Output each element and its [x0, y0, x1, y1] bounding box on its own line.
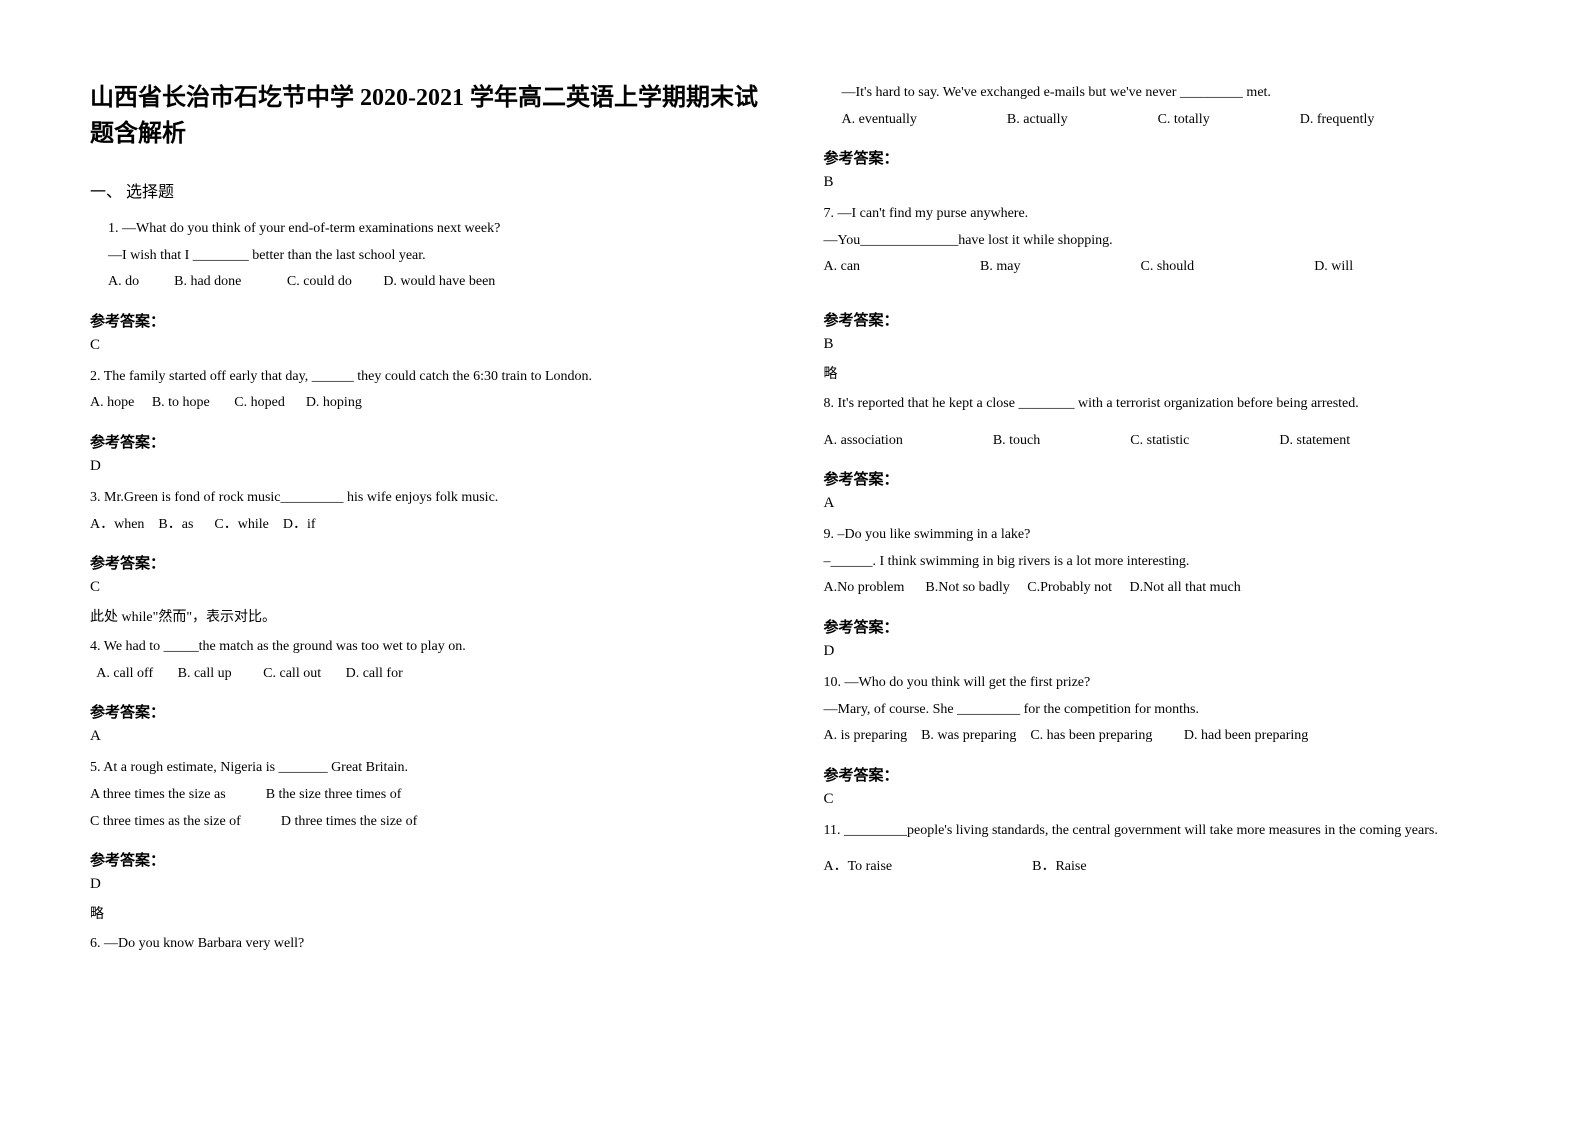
q3-answer-label: 参考答案：: [90, 552, 764, 573]
q3-answer: C: [90, 579, 764, 596]
q4-answer-label: 参考答案：: [90, 701, 764, 722]
q9-options: A.No problem B.Not so badly C.Probably n…: [824, 575, 1498, 602]
q2-text: 2. The family started off early that day…: [90, 364, 764, 391]
q3-options: A．when B．as C．while D．if: [90, 512, 764, 539]
q6b-optC: C. totally: [1158, 107, 1210, 134]
question-6b: —It's hard to say. We've exchanged e-mai…: [824, 80, 1498, 133]
question-9: 9. –Do you like swimming in a lake? –___…: [824, 522, 1498, 602]
q7-answer: B: [824, 336, 1498, 353]
q7-answer-label: 参考答案：: [824, 309, 1498, 330]
q11-options: A．To raise B．Raise: [824, 854, 1498, 881]
right-column: —It's hard to say. We've exchanged e-mai…: [824, 80, 1498, 1082]
q5-optB: B the size three times of: [266, 782, 402, 809]
q7-optB: B. may: [980, 254, 1020, 281]
q10-line2: —Mary, of course. She _________ for the …: [824, 697, 1498, 724]
q8-answer: A: [824, 495, 1498, 512]
q5-optC: C three times as the size of: [90, 809, 241, 836]
q11-optA: A．To raise: [824, 854, 893, 881]
left-column: 山西省长治市石圪节中学 2020-2021 学年高二英语上学期期末试题含解析 一…: [90, 80, 764, 1082]
q4-text: 4. We had to _____the match as the groun…: [90, 634, 764, 661]
q1-options: A. do B. had done C. could do D. would h…: [90, 269, 764, 296]
q8-optD: D. statement: [1279, 428, 1350, 455]
q10-answer-label: 参考答案：: [824, 764, 1498, 785]
q4-options: A. call off B. call up C. call out D. ca…: [90, 661, 764, 688]
q6b-optD: D. frequently: [1300, 107, 1375, 134]
q3-note: 此处 while"然而"，表示对比。: [90, 606, 764, 626]
q7-options: A. can B. may C. should D. will: [824, 254, 1498, 281]
q7-line2: —You______________have lost it while sho…: [824, 228, 1498, 255]
q1-answer-label: 参考答案：: [90, 310, 764, 331]
q5-optA: A three times the size as: [90, 782, 226, 809]
q10-line1: 10. —Who do you think will get the first…: [824, 670, 1498, 697]
q7-note: 略: [824, 363, 1498, 383]
q10-answer: C: [824, 791, 1498, 808]
q7-optA: A. can: [824, 254, 861, 281]
q6b-optB: B. actually: [1007, 107, 1068, 134]
q8-options: A. association B. touch C. statistic D. …: [824, 428, 1498, 455]
question-6: 6. —Do you know Barbara very well?: [90, 931, 764, 958]
q11-optB: B．Raise: [1032, 854, 1086, 881]
q9-line1: 9. –Do you like swimming in a lake?: [824, 522, 1498, 549]
q8-optB: B. touch: [993, 428, 1040, 455]
q4-answer: A: [90, 728, 764, 745]
question-1: 1. —What do you think of your end-of-ter…: [90, 216, 764, 296]
q11-text: 11. _________people's living standards, …: [824, 818, 1498, 845]
q10-options: A. is preparing B. was preparing C. has …: [824, 723, 1498, 750]
q6b-answer-label: 参考答案：: [824, 147, 1498, 168]
q1-line1: 1. —What do you think of your end-of-ter…: [90, 216, 764, 243]
q9-answer-label: 参考答案：: [824, 616, 1498, 637]
q3-text: 3. Mr.Green is fond of rock music_______…: [90, 485, 764, 512]
question-2: 2. The family started off early that day…: [90, 364, 764, 417]
q7-line1: 7. —I can't find my purse anywhere.: [824, 201, 1498, 228]
q5-answer-label: 参考答案：: [90, 849, 764, 870]
question-8: 8. It's reported that he kept a close __…: [824, 391, 1498, 454]
q2-options: A. hope B. to hope C. hoped D. hoping: [90, 390, 764, 417]
q9-answer: D: [824, 643, 1498, 660]
q6b-line: —It's hard to say. We've exchanged e-mai…: [824, 80, 1498, 107]
q7-optD: D. will: [1314, 254, 1353, 281]
q8-optC: C. statistic: [1130, 428, 1189, 455]
q2-answer: D: [90, 458, 764, 475]
q5-answer: D: [90, 876, 764, 893]
q6-text: 6. —Do you know Barbara very well?: [90, 931, 764, 958]
q1-line2: —I wish that I ________ better than the …: [90, 243, 764, 270]
q5-optD: D three times the size of: [281, 809, 417, 836]
page-title: 山西省长治市石圪节中学 2020-2021 学年高二英语上学期期末试题含解析: [90, 80, 764, 152]
q6b-answer: B: [824, 174, 1498, 191]
q5-note: 略: [90, 903, 764, 923]
question-11: 11. _________people's living standards, …: [824, 818, 1498, 881]
question-10: 10. —Who do you think will get the first…: [824, 670, 1498, 750]
question-7: 7. —I can't find my purse anywhere. —You…: [824, 201, 1498, 281]
q8-text: 8. It's reported that he kept a close __…: [824, 391, 1498, 418]
q6b-optA: A. eventually: [842, 107, 917, 134]
q6b-options: A. eventually B. actually C. totally D. …: [824, 107, 1498, 134]
q5-text: 5. At a rough estimate, Nigeria is _____…: [90, 755, 764, 782]
q2-answer-label: 参考答案：: [90, 431, 764, 452]
question-5: 5. At a rough estimate, Nigeria is _____…: [90, 755, 764, 835]
q1-answer: C: [90, 337, 764, 354]
q8-optA: A. association: [824, 428, 903, 455]
q9-line2: –______. I think swimming in big rivers …: [824, 549, 1498, 576]
section-heading: 一、 选择题: [90, 178, 764, 202]
question-4: 4. We had to _____the match as the groun…: [90, 634, 764, 687]
question-3: 3. Mr.Green is fond of rock music_______…: [90, 485, 764, 538]
q8-answer-label: 参考答案：: [824, 468, 1498, 489]
q7-optC: C. should: [1141, 254, 1195, 281]
